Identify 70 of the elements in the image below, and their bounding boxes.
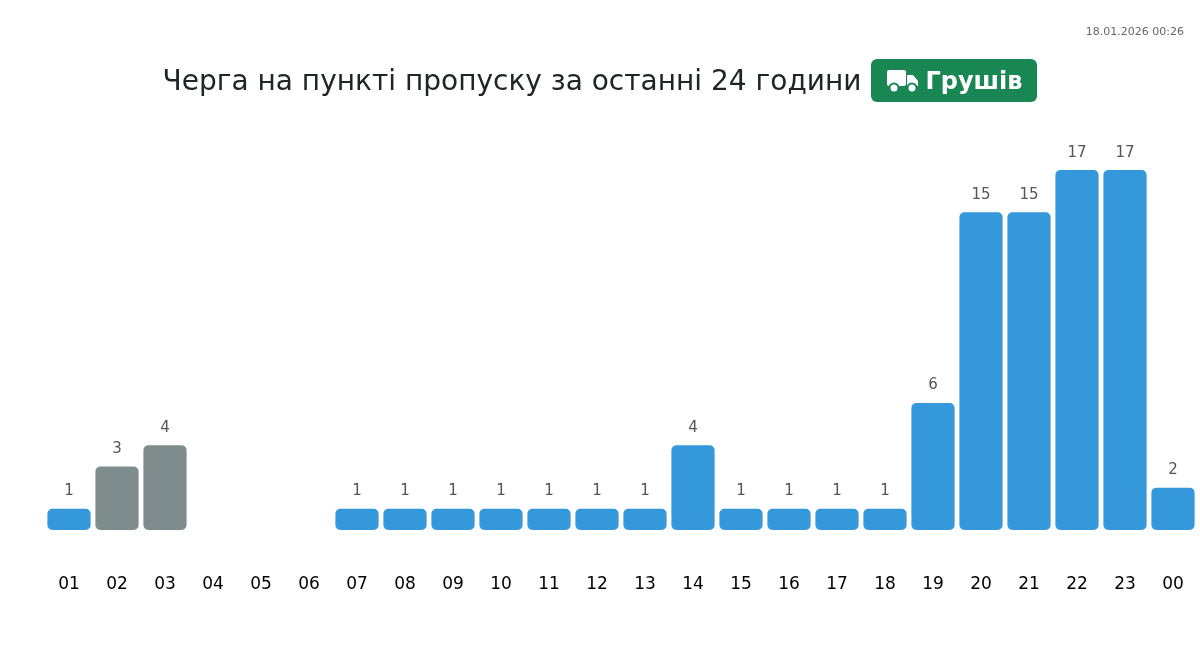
x-tick-label: 13 (634, 572, 656, 593)
bar (1151, 487, 1195, 530)
x-tick-label: 19 (922, 572, 944, 593)
bar (863, 508, 907, 530)
data-label: 4 (160, 417, 170, 436)
bar (671, 445, 715, 530)
bar (383, 508, 427, 530)
bar (95, 466, 139, 530)
x-tick-label: 12 (586, 572, 608, 593)
data-label: 1 (880, 481, 890, 500)
x-tick-label: 05 (250, 572, 272, 593)
bar (767, 508, 811, 530)
data-label: 1 (640, 481, 650, 500)
data-label: 17 (1115, 142, 1135, 161)
x-tick-label: 03 (154, 572, 176, 593)
x-tick-label: 17 (826, 572, 848, 593)
data-label: 4 (688, 417, 698, 436)
bar (143, 445, 187, 530)
bar (1007, 212, 1051, 530)
x-tick-label: 11 (538, 572, 560, 593)
bar (527, 508, 571, 530)
x-tick-label: 04 (202, 572, 224, 593)
bar (623, 508, 667, 530)
x-tick-label: 01 (58, 572, 80, 593)
data-label: 1 (592, 481, 602, 500)
data-label: 17 (1067, 142, 1087, 161)
x-tick-label: 07 (346, 572, 368, 593)
bar (959, 212, 1003, 530)
data-label: 1 (448, 481, 458, 500)
bar (1103, 170, 1147, 530)
x-tick-label: 14 (682, 572, 704, 593)
x-tick-label: 10 (490, 572, 512, 593)
bar (335, 508, 379, 530)
bar (719, 508, 763, 530)
x-tick-label: 15 (730, 572, 752, 593)
data-label: 6 (928, 375, 938, 394)
data-label: 3 (112, 438, 122, 457)
data-label: 1 (64, 481, 74, 500)
x-tick-label: 23 (1114, 572, 1136, 593)
label-badge: Грушів (871, 59, 1038, 102)
bar (815, 508, 859, 530)
data-label: 15 (1019, 184, 1039, 203)
x-tick-label: 06 (298, 572, 320, 593)
data-label: 1 (352, 481, 362, 500)
data-label: 1 (736, 481, 746, 500)
data-label: 1 (544, 481, 554, 500)
bar (431, 508, 475, 530)
bar (47, 508, 91, 530)
x-tick-label: 20 (970, 572, 992, 593)
bar (1055, 170, 1099, 530)
x-tick-label: 22 (1066, 572, 1088, 593)
bar (479, 508, 523, 530)
x-tick-label: 21 (1018, 572, 1040, 593)
x-tick-label: 09 (442, 572, 464, 593)
data-label: 15 (971, 184, 991, 203)
chart-subtitle: Грушів (925, 66, 1023, 95)
x-tick-label: 18 (874, 572, 896, 593)
data-label: 2 (1168, 460, 1178, 479)
x-tick-label: 00 (1162, 572, 1184, 593)
data-label: 1 (496, 481, 506, 500)
bar (575, 508, 619, 530)
bar (911, 402, 955, 530)
text: 18.01.2026 00:26 (1085, 25, 1184, 38)
x-tick-label: 08 (394, 572, 416, 593)
data-label: 1 (400, 481, 410, 500)
x-tick-label: 02 (106, 572, 128, 593)
chart-title: Черга на пункті пропуску за останні 24 години (162, 64, 862, 97)
x-tick-label: 16 (778, 572, 800, 593)
data-label: 1 (784, 481, 794, 500)
data-label: 1 (832, 481, 842, 500)
